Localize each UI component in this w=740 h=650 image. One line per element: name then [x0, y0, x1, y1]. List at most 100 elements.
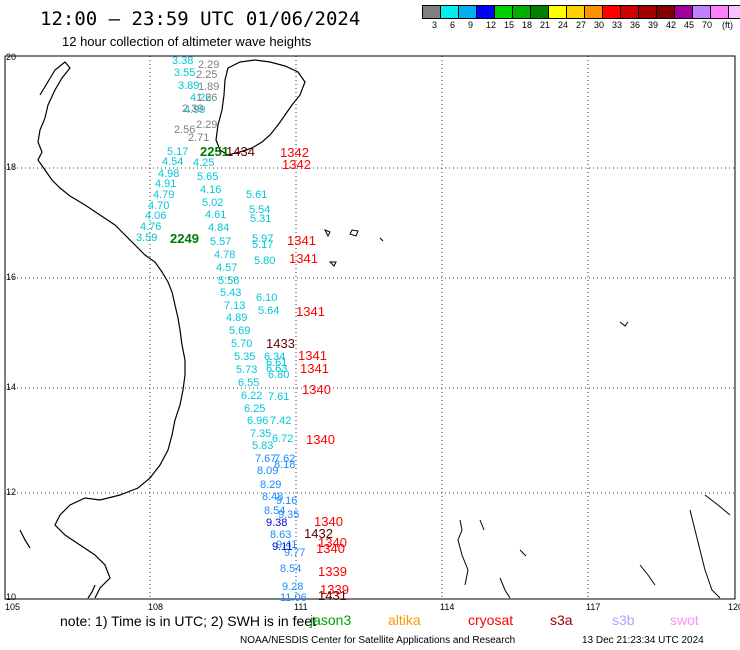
wave-height-labels: 3.383.553.894.264.995.174.544.984.914.79… — [136, 55, 349, 604]
color-legend-label: 36 — [630, 20, 641, 30]
wave-height-label: 9.35 — [278, 509, 299, 521]
color-legend-label: 24 — [558, 20, 569, 30]
wave-height-label: 5.31 — [250, 213, 271, 225]
lat-label: 14 — [6, 382, 16, 392]
lat-label: 18 — [6, 162, 16, 172]
wave-height-label: 6.10 — [256, 292, 277, 304]
wave-height-label: 8.63 — [270, 529, 291, 541]
wave-height-label: 4.76 — [140, 221, 161, 233]
color-legend — [422, 5, 740, 19]
wave-height-label: 9.77 — [284, 547, 305, 559]
satellite-legend-jason3: jason3 — [310, 612, 352, 628]
wave-height-label: 4.26 — [190, 92, 211, 104]
color-legend-label: 39 — [648, 20, 659, 30]
wave-height-label: 3.55 — [174, 67, 195, 79]
wave-height-label: 8.09 — [257, 465, 278, 477]
color-legend-label: 70 — [702, 20, 713, 30]
color-legend-label: 30 — [594, 20, 605, 30]
wave-height-label: 4.06 — [145, 210, 166, 222]
wave-height-label: 2.71 — [188, 132, 209, 144]
wave-height-label: 6.22 — [241, 390, 262, 402]
color-legend-label: 6 — [450, 20, 456, 30]
wave-height-label: 1342 — [282, 157, 311, 172]
wave-height-label: 5.57 — [210, 236, 231, 248]
color-legend-label: 45 — [684, 20, 695, 30]
wave-height-label: 1339 — [318, 564, 347, 579]
wave-height-label: 1341 — [287, 233, 316, 248]
wave-height-label: 3.89 — [178, 80, 199, 92]
wave-height-label: 6.96 — [247, 415, 268, 427]
wave-height-label: 5.65 — [197, 171, 218, 183]
wave-height-label: 2.25 — [196, 69, 217, 81]
wave-height-label: 1340 — [318, 535, 347, 550]
axis-labels: 105 108 111 114 117 120 20 18 16 14 12 10 — [5, 52, 740, 612]
map-frame — [4, 55, 736, 600]
coastline — [19, 59, 306, 599]
satellite-legend-s3a: s3a — [550, 612, 573, 628]
wave-height-label: 5.83 — [252, 440, 273, 452]
wave-height-label: 1341 — [298, 348, 327, 363]
wave-height-label: 6.61 — [266, 357, 287, 369]
lat-label: 10 — [6, 592, 16, 602]
wave-height-label: 4.79 — [153, 189, 174, 201]
satellite-legend-swot: swot — [670, 612, 699, 628]
wave-height-label: 6.80 — [268, 369, 289, 381]
color-legend-label: 9 — [468, 20, 474, 30]
wave-height-label: 2.56 — [174, 124, 195, 136]
wave-height-label: 7.67 — [255, 453, 276, 465]
wave-height-label: 4.78 — [214, 249, 235, 261]
map-subtitle: 12 hour collection of altimeter wave hei… — [62, 34, 312, 49]
wave-height-label: 1341 — [300, 361, 329, 376]
wave-height-label: 1.26 — [196, 92, 217, 104]
wave-height-label: 1340 — [306, 432, 335, 447]
satellite-legend-altika: altika — [388, 612, 421, 628]
wave-height-label: 1.89 — [198, 81, 219, 93]
lat-label: 12 — [6, 487, 16, 497]
satellite-legend-cryosat: cryosat — [468, 612, 514, 628]
color-legend-label: 3 — [432, 20, 438, 30]
wave-height-label: 9.38 — [266, 517, 287, 529]
lat-lon-grid — [5, 56, 735, 599]
color-legend-label: 27 — [576, 20, 587, 30]
wave-height-label: 5.35 — [234, 351, 255, 363]
wave-height-label: 6.55 — [238, 377, 259, 389]
wave-height-label: 4.61 — [205, 209, 226, 221]
color-legend-label: (ft) — [722, 20, 733, 30]
wave-height-label: 6.25 — [244, 403, 265, 415]
wave-height-label: 1433 — [266, 336, 295, 351]
wave-height-label: 5.17 — [252, 239, 273, 251]
wave-height-label: 6.34 — [264, 351, 285, 363]
wave-height-label: 4.98 — [158, 168, 179, 180]
wave-height-label: 4.70 — [148, 200, 169, 212]
lat-label: 16 — [6, 272, 16, 282]
wave-height-label: 4.89 — [226, 312, 247, 324]
wave-height-label: 7.62 — [274, 453, 295, 465]
wave-height-label: 7.42 — [270, 415, 291, 427]
wave-height-label: 5.80 — [254, 255, 275, 267]
wave-height-label: 7.13 — [224, 300, 245, 312]
wave-height-label: 1340 — [314, 514, 343, 529]
timestamp: 13 Dec 21:23:34 UTC 2024 — [582, 635, 704, 646]
lon-label: 114 — [440, 602, 454, 612]
wave-height-label: 1341 — [289, 251, 318, 266]
lon-label: 105 — [5, 602, 20, 612]
footer-note: note: 1) Time is in UTC; 2) SWH is in fe… — [60, 613, 316, 629]
satellite-legend-s3b: s3b — [612, 612, 635, 628]
wave-height-label: 7.35 — [250, 428, 271, 440]
wave-height-label: 3.59 — [136, 232, 157, 244]
wave-height-label: 1432 — [304, 526, 333, 541]
wave-height-label: 6.72 — [272, 433, 293, 445]
color-legend-label: 33 — [612, 20, 623, 30]
wave-height-label: 1434 — [226, 144, 255, 159]
color-legend-label: 21 — [540, 20, 551, 30]
wave-height-label: 7.61 — [268, 391, 289, 403]
wave-height-label: 5.64 — [258, 305, 279, 317]
wave-height-label: 1431 — [318, 588, 347, 603]
wave-height-label: 2.29 — [198, 59, 219, 71]
wave-height-label: 2249 — [170, 231, 199, 246]
lat-label: 20 — [6, 52, 16, 62]
wave-height-label: 8.18 — [274, 459, 295, 471]
wave-height-label: 5.69 — [229, 325, 250, 337]
wave-height-label: 4.84 — [208, 222, 229, 234]
